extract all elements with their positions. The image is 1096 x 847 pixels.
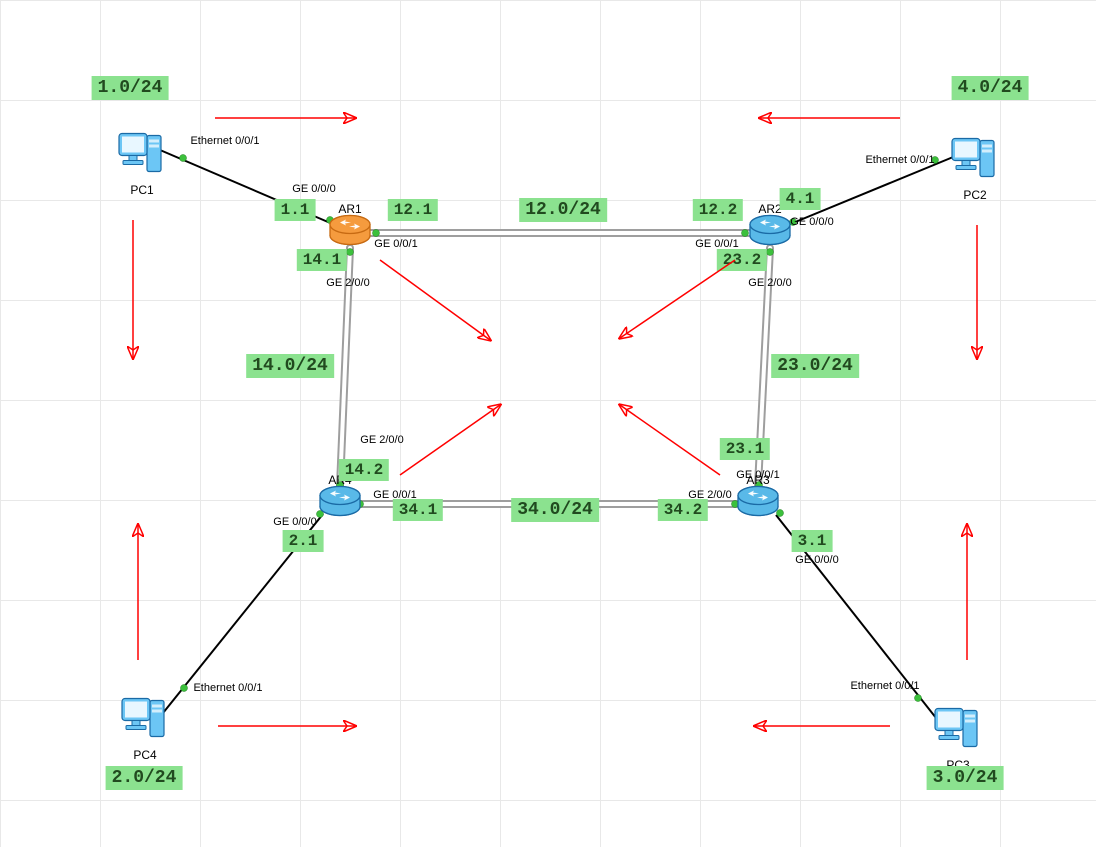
node-PC4[interactable] — [118, 693, 172, 748]
ip-label: 1.0/24 — [92, 76, 169, 100]
node-PC3[interactable] — [931, 703, 985, 758]
ip-label: 23.0/24 — [771, 354, 859, 378]
ip-label: 3.0/24 — [927, 766, 1004, 790]
ip-label: 14.2 — [339, 459, 389, 481]
port-label: GE 2/0/0 — [326, 277, 369, 289]
ip-label: 2.1 — [283, 530, 324, 552]
port-label: GE 2/0/0 — [688, 489, 731, 501]
ip-label: 12.1 — [388, 199, 438, 221]
interface-dot — [373, 230, 380, 237]
node-label-PC1: PC1 — [130, 183, 153, 197]
port-label: GE 2/0/0 — [748, 277, 791, 289]
flow-arrow — [620, 260, 735, 338]
ip-label: 4.0/24 — [952, 76, 1029, 100]
node-label-PC2: PC2 — [963, 188, 986, 202]
port-label: GE 2/0/0 — [360, 434, 403, 446]
ip-label: 34.0/24 — [511, 498, 599, 522]
node-PC2[interactable] — [948, 133, 1002, 188]
ip-label: 14.1 — [297, 249, 347, 271]
ip-label: 12.0/24 — [519, 198, 607, 222]
ip-label: 1.1 — [275, 199, 316, 221]
ip-label: 12.2 — [693, 199, 743, 221]
port-label: GE 0/0/0 — [795, 554, 838, 566]
ip-label: 2.0/24 — [106, 766, 183, 790]
port-label: GE 0/0/0 — [273, 516, 316, 528]
ip-label: 23.2 — [717, 249, 767, 271]
interface-dot — [180, 155, 187, 162]
port-label: GE 0/0/0 — [292, 183, 335, 195]
interface-dot — [181, 685, 188, 692]
network-topology-canvas: PC1PC2PC3PC4AR1AR2AR3AR41.0/244.0/242.0/… — [0, 0, 1096, 847]
port-label: GE 0/0/0 — [790, 216, 833, 228]
port-label: GE 0/0/1 — [736, 469, 779, 481]
node-PC1[interactable] — [115, 128, 169, 183]
node-AR4[interactable] — [318, 485, 362, 524]
port-label: Ethernet 0/0/1 — [193, 682, 262, 694]
port-label: Ethernet 0/0/1 — [865, 154, 934, 166]
node-AR3[interactable] — [736, 485, 780, 524]
port-label: Ethernet 0/0/1 — [850, 680, 919, 692]
node-label-PC4: PC4 — [133, 748, 156, 762]
port-label: Ethernet 0/0/1 — [190, 135, 259, 147]
node-AR1[interactable] — [328, 214, 372, 253]
node-AR2[interactable] — [748, 214, 792, 253]
node-label-AR1: AR1 — [338, 202, 361, 216]
port-label: GE 0/0/1 — [374, 238, 417, 250]
ip-label: 34.1 — [393, 499, 443, 521]
ip-label: 23.1 — [720, 438, 770, 460]
port-label: GE 0/0/1 — [695, 238, 738, 250]
flow-arrow — [400, 405, 500, 475]
ip-label: 34.2 — [658, 499, 708, 521]
ip-label: 14.0/24 — [246, 354, 334, 378]
flow-arrow — [620, 405, 720, 475]
node-label-AR2: AR2 — [758, 202, 781, 216]
ip-label: 4.1 — [780, 188, 821, 210]
ip-label: 3.1 — [792, 530, 833, 552]
port-label: GE 0/0/1 — [373, 489, 416, 501]
